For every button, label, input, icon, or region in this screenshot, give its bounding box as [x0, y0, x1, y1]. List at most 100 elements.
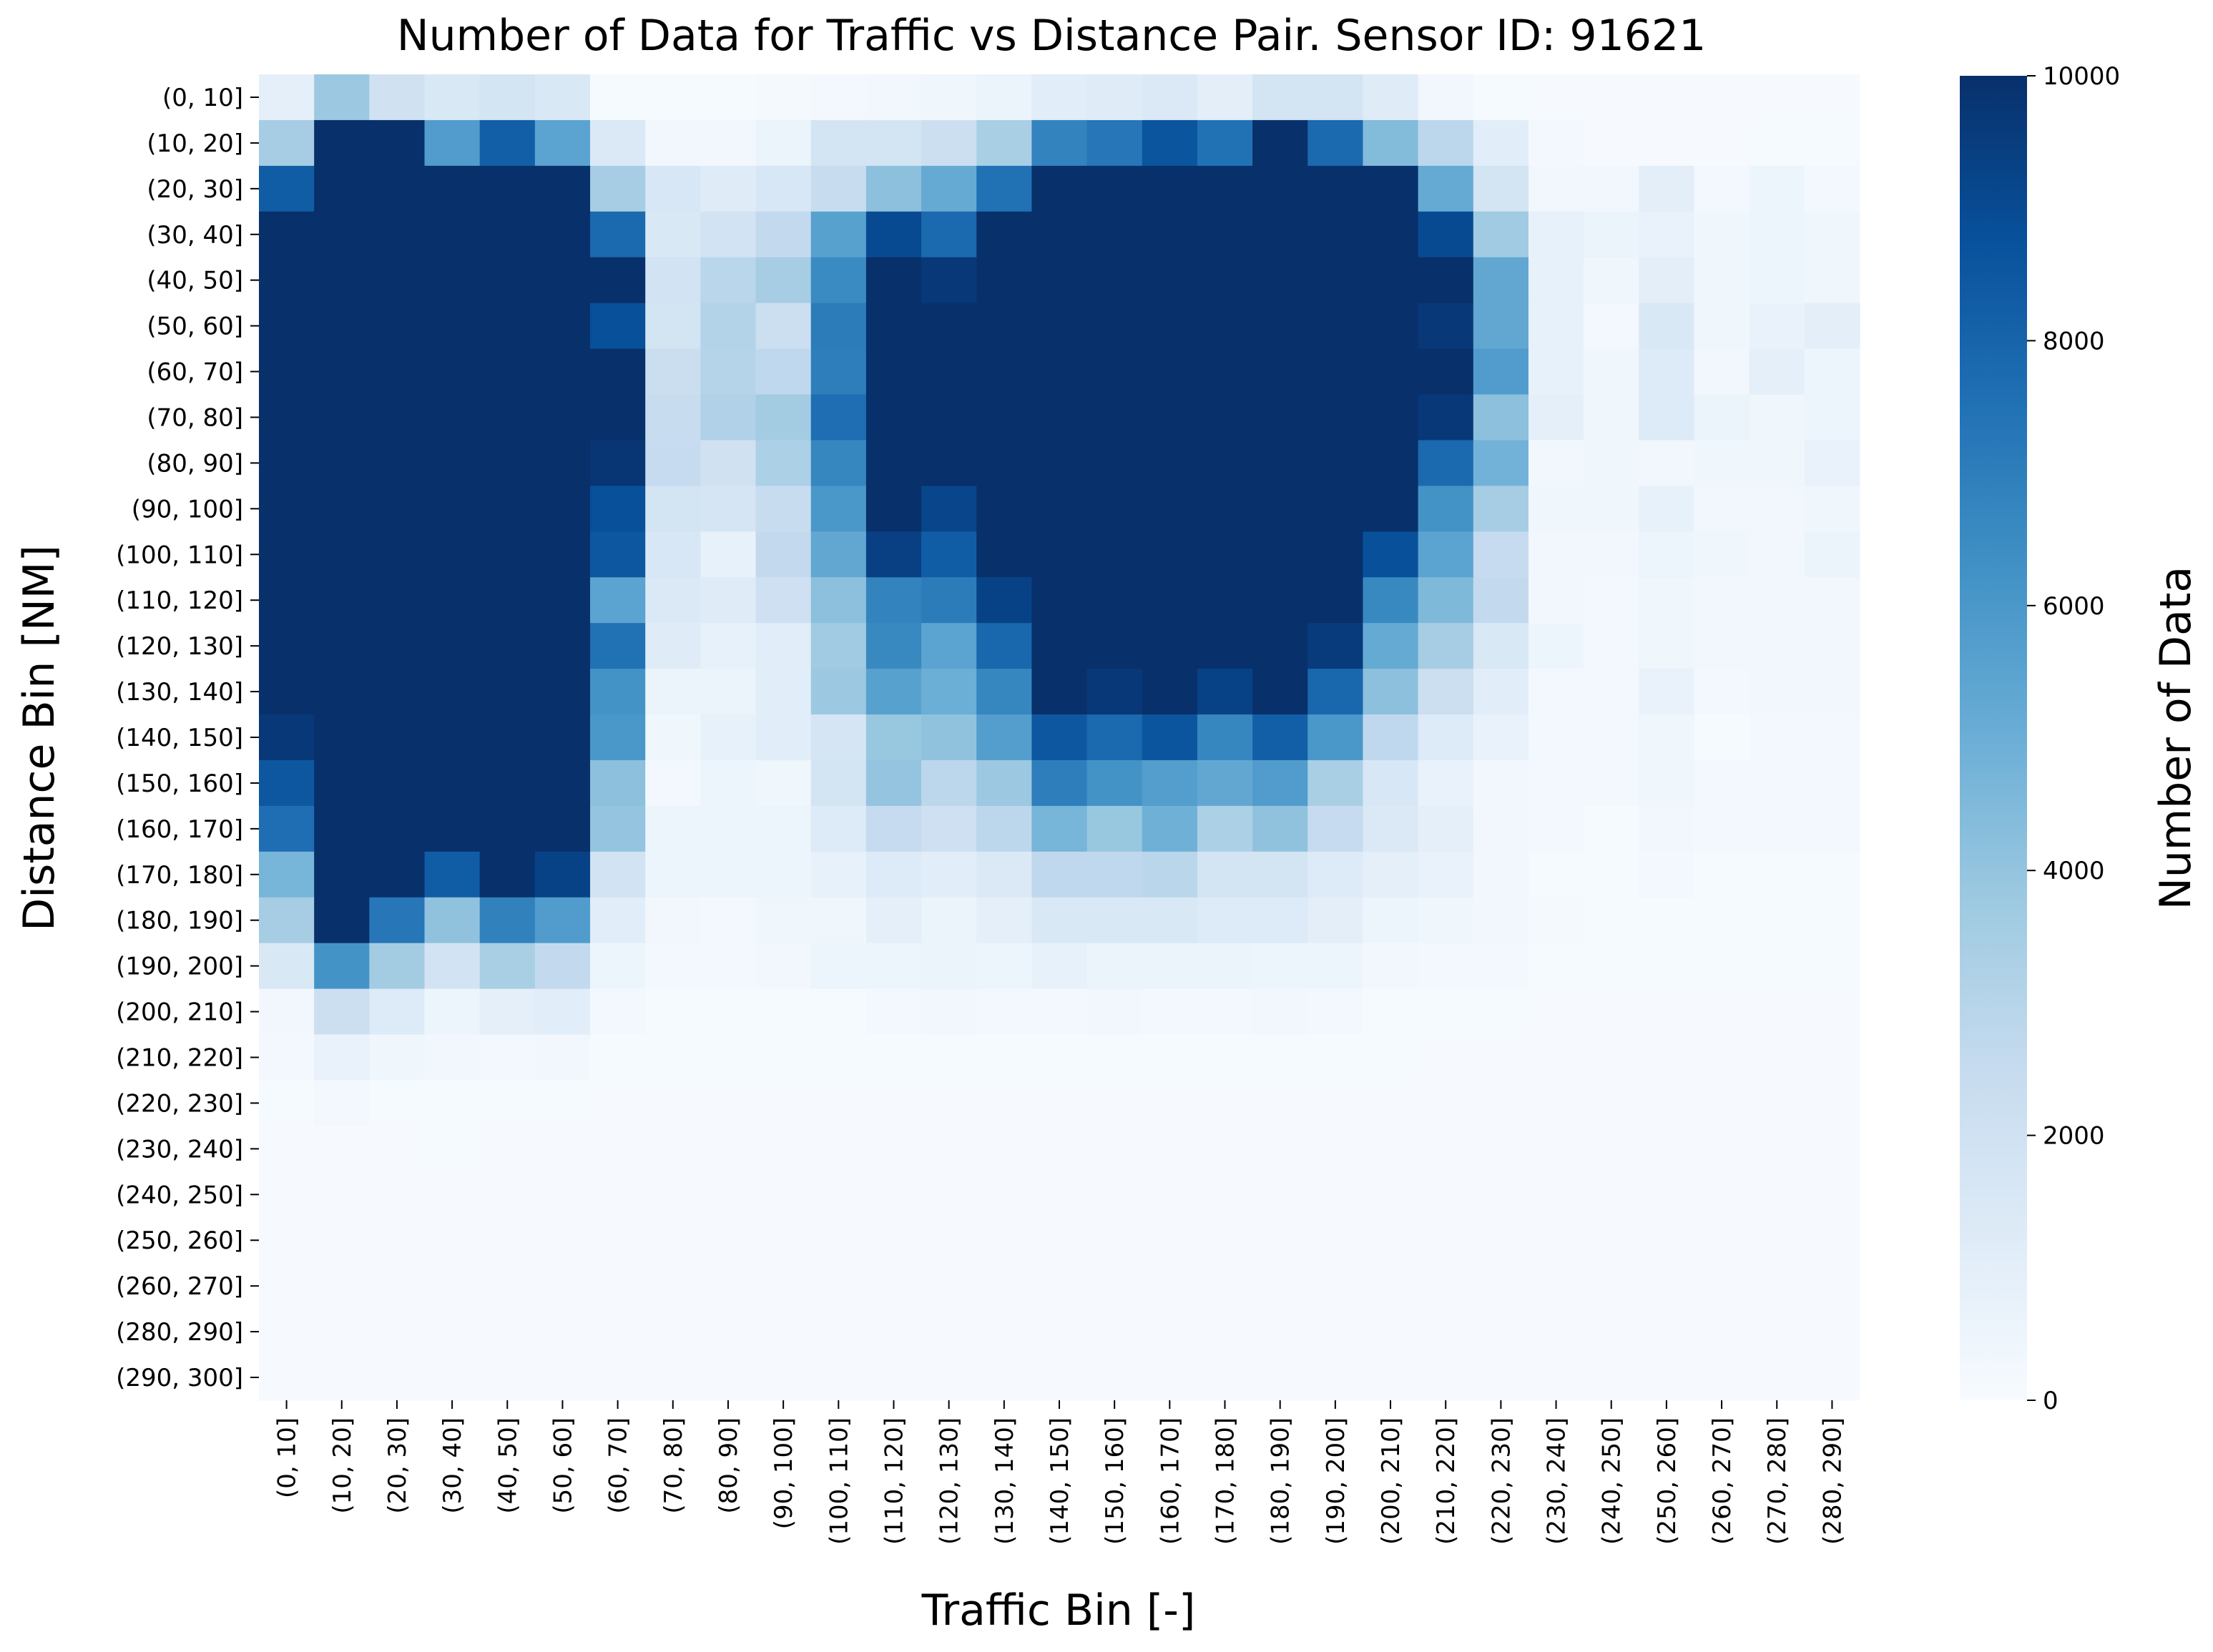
heatmap-cell [314, 303, 370, 350]
heatmap-cell [1252, 348, 1308, 395]
heatmap-cell [424, 988, 481, 1036]
heatmap-cell [810, 1080, 867, 1127]
heatmap-cell [700, 851, 757, 898]
heatmap-cell [921, 257, 977, 304]
heatmap-cell [1418, 1171, 1474, 1218]
heatmap-cell [369, 531, 426, 578]
heatmap-cell [369, 165, 426, 212]
heatmap-cell [1639, 1309, 1695, 1355]
heatmap-cell [921, 759, 977, 807]
heatmap-cell [1086, 1309, 1143, 1355]
heatmap-cell [369, 74, 426, 121]
heatmap-cell [534, 257, 591, 304]
heatmap-cell [1749, 1354, 1805, 1401]
heatmap-cell [369, 1080, 426, 1127]
heatmap-cell [479, 669, 536, 715]
heatmap-cell [1473, 851, 1529, 898]
heatmap-cell [590, 623, 646, 669]
heatmap-cell [1363, 988, 1419, 1036]
heatmap-cell [1528, 714, 1584, 761]
heatmap-cell [590, 1217, 646, 1264]
heatmap-cell [1804, 165, 1860, 212]
heatmap-cell [1418, 851, 1474, 898]
heatmap-cell [259, 440, 315, 486]
heatmap-cell [810, 759, 867, 807]
heatmap-cell [1031, 851, 1088, 898]
heatmap-cell [1528, 1126, 1584, 1172]
heatmap-cell [259, 1126, 315, 1172]
heatmap-cell [1584, 714, 1639, 761]
heatmap-cell [1804, 394, 1860, 441]
heatmap-cell [1363, 303, 1419, 350]
heatmap-cell [1418, 988, 1474, 1036]
heatmap-cell [1363, 623, 1419, 669]
heatmap-cell [1749, 669, 1805, 715]
heatmap-cell [810, 531, 867, 578]
heatmap-cell [590, 1354, 646, 1401]
heatmap-cell [1639, 1263, 1695, 1309]
heatmap-cell [1694, 1354, 1750, 1401]
chart-title: Number of Data for Traffic vs Distance P… [397, 11, 1707, 61]
heatmap-cell [1639, 211, 1695, 258]
heatmap-cell [921, 74, 977, 121]
heatmap-cell [259, 74, 315, 121]
y-tick-label: (290, 300] [116, 1364, 243, 1392]
heatmap-cell [1694, 257, 1750, 304]
heatmap-cell [1142, 1171, 1198, 1218]
heatmap-cell [1473, 119, 1529, 167]
heatmap-cell [1804, 1309, 1860, 1355]
heatmap-cell [1252, 1217, 1308, 1264]
heatmap-cell [700, 759, 757, 807]
heatmap-cell [700, 348, 757, 395]
heatmap-cell [1694, 805, 1750, 852]
heatmap-cell [976, 988, 1033, 1036]
heatmap-cell [479, 623, 536, 669]
heatmap-cell [1142, 1354, 1198, 1401]
heatmap-cell [1363, 577, 1419, 624]
heatmap-cell [1363, 211, 1419, 258]
heatmap-cell [1804, 303, 1860, 350]
heatmap-cell [314, 759, 370, 807]
heatmap-cell [1804, 257, 1860, 304]
heatmap-cell [590, 988, 646, 1036]
heatmap-cell [865, 623, 922, 669]
heatmap-cell [534, 119, 591, 167]
heatmap-cell [1086, 988, 1143, 1036]
heatmap-cell [534, 1217, 591, 1264]
heatmap-cell [369, 211, 426, 258]
heatmap-cell [1749, 577, 1805, 624]
heatmap-cell [1252, 257, 1308, 304]
heatmap-cell [314, 577, 370, 624]
heatmap-cell [1197, 1126, 1253, 1172]
heatmap-cell [1031, 211, 1088, 258]
heatmap-cell [921, 943, 977, 990]
heatmap-cell [1804, 531, 1860, 578]
heatmap-cell [1584, 1126, 1639, 1172]
heatmap-cell [1031, 1126, 1088, 1172]
heatmap-cell [976, 759, 1033, 807]
heatmap-cell [369, 1034, 426, 1081]
x-tick-label: (100, 110] [825, 1417, 853, 1545]
heatmap-cell [1473, 988, 1529, 1036]
x-tick-label: (180, 190] [1267, 1417, 1295, 1545]
heatmap-cell [259, 714, 315, 761]
heatmap-cell [314, 211, 370, 258]
heatmap-cell [1584, 165, 1639, 212]
heatmap-cell [755, 988, 812, 1036]
heatmap-cell [755, 531, 812, 578]
heatmap-cell [534, 714, 591, 761]
heatmap-cell [700, 669, 757, 715]
heatmap-cell [1584, 805, 1639, 852]
heatmap-cell [1584, 759, 1639, 807]
heatmap-cell [479, 1217, 536, 1264]
heatmap-cell [1031, 486, 1088, 532]
heatmap-cell [645, 531, 701, 578]
heatmap-cell [1197, 1034, 1253, 1081]
heatmap-cell [1363, 119, 1419, 167]
heatmap-cell [645, 1126, 701, 1172]
heatmap-cell [1584, 1354, 1639, 1401]
heatmap-cell [1804, 759, 1860, 807]
heatmap-cell [314, 988, 370, 1036]
heatmap-cell [755, 714, 812, 761]
heatmap-cell [865, 440, 922, 486]
